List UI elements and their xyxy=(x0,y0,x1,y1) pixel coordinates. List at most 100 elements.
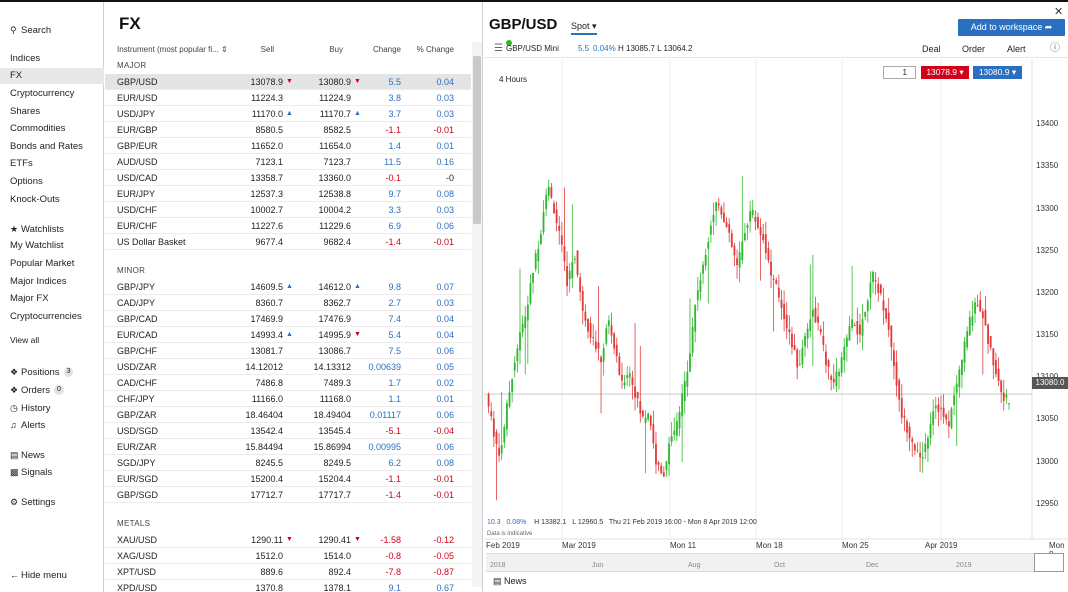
watchlists-header[interactable]: ★ Watchlists xyxy=(10,221,64,237)
tab-deal[interactable]: Deal xyxy=(922,44,941,54)
table-row[interactable]: EUR/CAD 14993.4 ▲ 14995.9 ▼ 5.4 0.04 xyxy=(105,327,471,343)
table-row[interactable]: CAD/CHF 7486.8 7489.3 1.7 0.02 xyxy=(105,375,471,391)
table-row[interactable]: AUD/USD 7123.1 7123.7 11.5 0.16 xyxy=(105,154,471,170)
table-row[interactable]: EUR/ZAR 15.84494 15.86994 0.00995 0.06 xyxy=(105,439,471,455)
column-header-change[interactable]: Change xyxy=(372,45,401,54)
watchlist-item-popular-market[interactable]: Popular Market xyxy=(10,258,75,269)
news-toggle[interactable]: ▤ News xyxy=(493,576,527,587)
list-scrollbar-thumb[interactable] xyxy=(473,56,481,224)
sidebar-item-options[interactable]: Options xyxy=(10,176,43,187)
buy-price: 11224.9 xyxy=(319,90,351,106)
candle-body xyxy=(487,394,490,407)
list-scrollbar-track[interactable] xyxy=(472,42,482,587)
table-row[interactable]: GBP/EUR 11652.0 11654.0 1.4 0.01 xyxy=(105,138,471,154)
table-row[interactable]: GBP/SGD 17712.7 17717.7 -1.4 -0.01 xyxy=(105,487,471,503)
watchlist-item-cryptocurrencies[interactable]: Cryptocurrencies xyxy=(10,311,82,322)
table-row[interactable]: GBP/USD 13078.9 ▼ 13080.9 ▼ 5.5 0.04 xyxy=(105,74,471,90)
candle-body xyxy=(866,300,869,312)
sidebar-item-etfs[interactable]: ETFs xyxy=(10,158,33,169)
watchlist-item-major-indices[interactable]: Major Indices xyxy=(10,276,67,287)
table-row[interactable]: XAG/USD 1512.0 1514.0 -0.8 -0.05 xyxy=(105,548,471,564)
view-all-link[interactable]: View all xyxy=(10,335,40,345)
sidebar-item-cryptocurrency[interactable]: Cryptocurrency xyxy=(10,88,75,99)
hide-menu-link[interactable]: ← Hide menu xyxy=(10,567,67,583)
pct-change-value: -0.04 xyxy=(433,426,454,436)
orders-link[interactable]: ❖ Orders 0 xyxy=(10,382,64,398)
signals-link[interactable]: ▩ Signals xyxy=(10,464,52,480)
watchlist-item-major-fx[interactable]: Major FX xyxy=(10,293,49,304)
tab-order[interactable]: Order xyxy=(962,44,986,54)
table-row[interactable]: CHF/JPY 11166.0 11168.0 1.1 0.01 xyxy=(105,391,471,407)
table-row[interactable]: EUR/USD 11224.3 11224.9 3.8 0.03 xyxy=(105,90,471,106)
sidebar-item-knock-outs[interactable]: Knock-Outs xyxy=(10,194,60,205)
table-row[interactable]: EUR/GBP 8580.5 8582.5 -1.1 -0.01 xyxy=(105,122,471,138)
table-row[interactable]: GBP/JPY 14609.5 ▲ 14612.0 ▲ 9.8 0.07 xyxy=(105,279,471,295)
timeframe-label[interactable]: 4 Hours xyxy=(499,75,528,84)
watchlist-item-my-watchlist[interactable]: My Watchlist xyxy=(10,240,64,251)
instrument-name: GBP/EUR xyxy=(117,141,158,151)
table-row[interactable]: USD/SGD 13542.4 13545.4 -5.1 -0.04 xyxy=(105,423,471,439)
candle-body xyxy=(749,211,752,222)
tab-alert[interactable]: Alert xyxy=(1007,44,1026,54)
price-chart[interactable] xyxy=(484,59,1068,574)
info-icon[interactable]: ⓘ xyxy=(1050,43,1060,54)
pct-change-value: 0.01 xyxy=(436,394,454,404)
table-row[interactable]: XPT/USD 889.6 892.4 -7.8 -0.87 xyxy=(105,564,471,580)
buy-price-button[interactable]: 13080.9 ▾ xyxy=(973,66,1022,79)
table-row[interactable]: USD/CAD 13358.7 13360.0 -0.1 -0 xyxy=(105,170,471,186)
sidebar-item-commodities[interactable]: Commodities xyxy=(10,123,66,134)
quantity-stepper[interactable]: 1 xyxy=(883,66,916,79)
buy-price: 10004.2 xyxy=(318,202,351,218)
sidebar-item-indices[interactable]: Indices xyxy=(10,53,41,64)
settings-link[interactable]: ⚙ Settings xyxy=(10,494,55,510)
add-to-workspace-button[interactable]: Add to workspace ➦ xyxy=(958,19,1065,36)
sidebar-item-shares[interactable]: Shares xyxy=(10,106,41,117)
table-row[interactable]: USD/CHF 10002.7 10004.2 3.3 0.03 xyxy=(105,202,471,218)
candle-body xyxy=(882,300,885,311)
table-row[interactable]: EUR/JPY 12537.3 12538.8 9.7 0.08 xyxy=(105,186,471,202)
sidebar-item-fx[interactable]: FX xyxy=(10,70,23,81)
search-link[interactable]: ⚲ Search xyxy=(10,22,51,38)
spot-dropdown[interactable]: Spot ▾ xyxy=(571,21,597,35)
table-row[interactable]: XAU/USD 1290.11 ▼ 1290.41 ▼ -1.58 -0.12 xyxy=(105,532,471,548)
candle-body xyxy=(534,253,537,269)
tag-icon: ❖ xyxy=(10,385,19,395)
navigator-selection-handle[interactable] xyxy=(1034,553,1064,572)
table-row[interactable]: US Dollar Basket 9677.4 9682.4 -1.4 -0.01 xyxy=(105,234,471,250)
table-row[interactable]: GBP/ZAR 18.46404 18.49404 0.01117 0.06 xyxy=(105,407,471,423)
sell-value: 17469.9 xyxy=(250,314,283,324)
table-row[interactable]: SGD/JPY 8245.5 8249.5 6.2 0.08 xyxy=(105,455,471,471)
column-header-buy[interactable]: Buy xyxy=(329,45,343,54)
candle-body xyxy=(806,328,809,339)
table-row[interactable]: GBP/CAD 17469.9 17476.9 7.4 0.04 xyxy=(105,311,471,327)
column-header-instrument[interactable]: Instrument (most popular fi... ⇕ xyxy=(117,42,228,58)
candle-body xyxy=(817,316,820,323)
close-icon[interactable]: ✕ xyxy=(1054,6,1064,18)
candle-body xyxy=(845,337,848,347)
instrument-name: XPT/USD xyxy=(117,567,157,577)
sell-price-button[interactable]: 13078.9 ▾ xyxy=(921,66,969,79)
alerts-link[interactable]: ♫ Alerts xyxy=(10,417,45,433)
history-link[interactable]: ◷ History xyxy=(10,400,51,416)
candle-body xyxy=(720,207,723,215)
chart-navigator[interactable] xyxy=(486,553,1035,572)
table-row[interactable]: XPD/USD 1370.8 1378.1 9.1 0.67 xyxy=(105,580,471,592)
news-link[interactable]: ▤ News xyxy=(10,447,45,463)
candle-body xyxy=(835,371,838,387)
buy-value: 13360.0 xyxy=(318,173,351,183)
sell-value: 10002.7 xyxy=(250,205,283,215)
sidebar-item-bonds-and-rates[interactable]: Bonds and Rates xyxy=(10,141,83,152)
candle-body xyxy=(770,261,772,276)
menu-icon[interactable]: ☰ xyxy=(494,43,503,54)
table-row[interactable]: GBP/CHF 13081.7 13086.7 7.5 0.06 xyxy=(105,343,471,359)
positions-link[interactable]: ❖ Positions 3 xyxy=(10,364,74,380)
table-row[interactable]: CAD/JPY 8360.7 8362.7 2.7 0.03 xyxy=(105,295,471,311)
candle-body xyxy=(571,262,574,279)
table-row[interactable]: EUR/SGD 15200.4 15204.4 -1.1 -0.01 xyxy=(105,471,471,487)
column-header-pct-change[interactable]: % Change xyxy=(416,45,454,54)
table-row[interactable]: USD/JPY 11170.0 ▲ 11170.7 ▲ 3.7 0.03 xyxy=(105,106,471,122)
table-row[interactable]: EUR/CHF 11227.6 11229.6 6.9 0.06 xyxy=(105,218,471,234)
column-header-sell[interactable]: Sell xyxy=(260,45,274,54)
candle-body xyxy=(738,252,741,268)
table-row[interactable]: USD/ZAR 14.12012 14.13312 0.00639 0.05 xyxy=(105,359,471,375)
